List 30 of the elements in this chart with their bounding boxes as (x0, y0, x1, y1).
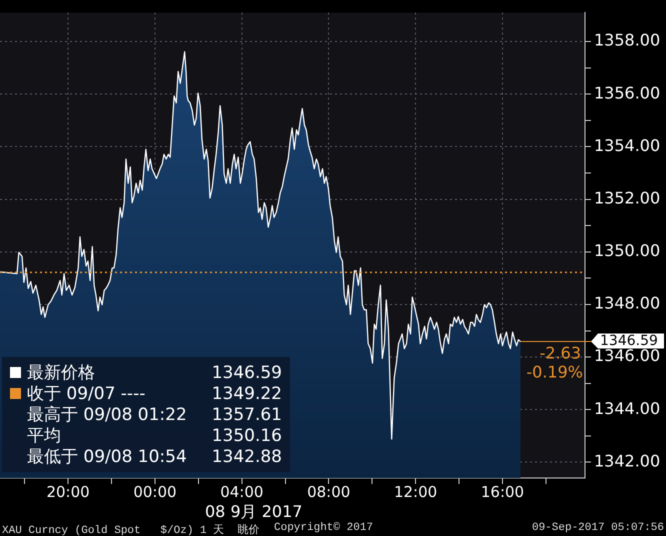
annotation: 平均 (27, 425, 61, 447)
text: 09-Sep-2017 05:07:56 (532, 522, 664, 534)
annotation: -2.63 (540, 344, 581, 363)
y-tick-label: 1350.00 (594, 241, 660, 260)
annotation: 1357.61 (212, 404, 282, 424)
x-tick-label: 04:00 (220, 482, 264, 501)
annotation: 1346.59 (212, 362, 282, 382)
y-tick-label: 1344.00 (594, 398, 660, 418)
annotation: 最高于 09/08 01:22 (27, 404, 187, 426)
legend-label: 收于 09/07 ---- (27, 383, 146, 405)
annotation: 1342.88 (212, 446, 282, 466)
legend-label: 最新价格 (27, 362, 95, 384)
text: XAU Curncy (Gold Spot $/Oz) 1 天 眺价 (2, 523, 260, 536)
annotation: 1349.22 (212, 384, 282, 404)
text: Copyright© 2017 (274, 522, 374, 534)
x-tick-label: 08:00 (307, 482, 350, 501)
x-tick-label: 12:00 (394, 482, 438, 501)
y-tick-label: 1348.00 (594, 294, 660, 313)
x-tick-label: 20:00 (46, 482, 90, 501)
y-tick-label: 1354.00 (594, 136, 660, 155)
y-tick-label: 1358.00 (594, 30, 660, 50)
text: 08 9月 2017 (205, 502, 302, 522)
annotation: 最低于 09/08 10:54 (27, 446, 187, 468)
y-tick-label: 1352.00 (594, 188, 660, 208)
annotation: 1350.16 (212, 426, 282, 446)
x-tick-label: 16:00 (480, 482, 524, 501)
x-tick-label: 00:00 (133, 482, 177, 501)
y-tick-label: 1356.00 (594, 83, 660, 102)
y-tick-label: 1342.00 (594, 451, 660, 470)
annotation: -0.19% (526, 362, 583, 382)
